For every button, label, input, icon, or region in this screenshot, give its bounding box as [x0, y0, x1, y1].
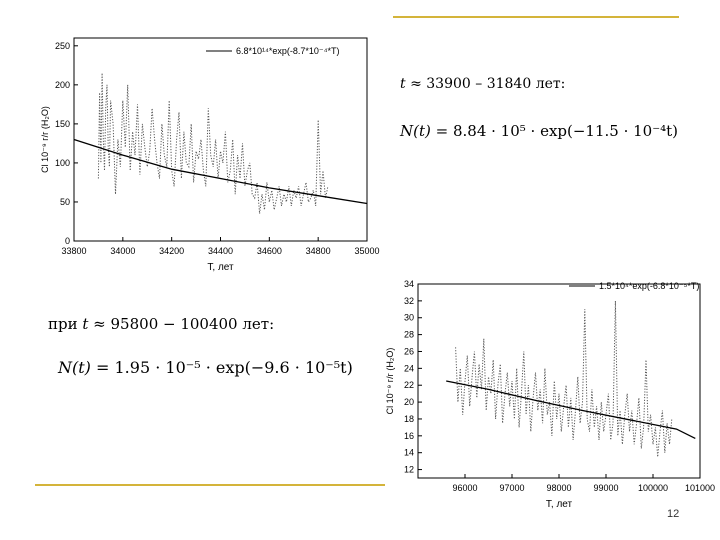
chart1-y-tick-label: 100: [55, 158, 70, 168]
chart2-y-tick-label: 28: [404, 330, 414, 340]
chart1-x-tick-label: 34000: [110, 246, 135, 256]
chart2-y-tick-label: 14: [404, 448, 414, 458]
chart2-y-axis-label: Cl 10⁻⁹ г/г (H₂O): [385, 348, 395, 415]
chart2-series-data: [455, 300, 673, 457]
formula-range-2-prefix: при: [48, 315, 83, 333]
chart1-y-tick-label: 50: [60, 197, 70, 207]
chart1-x-axis-label: T, лет: [207, 262, 234, 273]
chart1-legend-label: 6.8*10¹⁴*exp(-8.7*10⁻⁴*T): [236, 46, 340, 56]
chart2-plot-frame: [417, 283, 701, 479]
formula-fit-1-lhs: N(t) =: [400, 122, 453, 140]
chart2-legend-label: 1.5*10⁴*exp(-6.8*10⁻⁵*T): [599, 281, 699, 291]
chart1-y-tick-label: 200: [55, 80, 70, 90]
chart1-plot-frame: [73, 37, 368, 242]
accent-rule-top: [393, 16, 679, 18]
chart2-y-tick-label: 24: [404, 363, 414, 373]
chart2-y-tick-label: 26: [404, 346, 414, 356]
formula-range-2-t: t ≈: [82, 315, 111, 333]
chart2-fit-curve: [446, 380, 696, 439]
chart1-fit-curve: [73, 138, 368, 205]
chart1-x-tick-label: 34600: [257, 246, 282, 256]
formula-fit-2-rhs: 1.95 · 10⁻⁵ · exp(−9.6 · 10⁻⁵t): [114, 358, 353, 377]
chart2-y-tick-label: 18: [404, 414, 414, 424]
formula-range-1-suffix: лет:: [531, 76, 566, 92]
chart2-x-tick-label: 101000: [685, 483, 715, 493]
chart1-y-tick-label: 0: [65, 236, 70, 246]
chart2-y-tick-label: 22: [404, 380, 414, 390]
page-number: 12: [667, 508, 680, 520]
formula-fit-2-lhs: N(t) =: [58, 358, 115, 377]
formula-range-1-prefix: t ≈: [400, 76, 427, 92]
chart2-x-tick-label: 97000: [499, 483, 524, 493]
chart1-y-axis-label: Cl 10⁻⁹ г/г (H₂O): [40, 106, 50, 173]
chart2-x-tick-label: 96000: [452, 483, 477, 493]
formula-range-2: при t ≈ 95800 − 100400 лет:: [48, 315, 274, 333]
chart2-y-tick-label: 12: [404, 465, 414, 475]
formula-range-2-suffix: лет:: [237, 315, 275, 333]
formula-fit-1: N(t) = 8.84 · 10⁵ · exp(−11.5 · 10⁻⁴t): [400, 122, 678, 140]
chart2-x-tick-label: 98000: [546, 483, 571, 493]
chart1-x-tick-label: 33800: [61, 246, 86, 256]
chart2-y-tick-label: 16: [404, 431, 414, 441]
chart2-y-tick-label: 32: [404, 296, 414, 306]
chart1-x-tick-label: 34800: [306, 246, 331, 256]
chart1-x-tick-label: 34400: [208, 246, 233, 256]
chart2-y-tick-label: 34: [404, 279, 414, 289]
chart1-x-tick-label: 34200: [159, 246, 184, 256]
chart1-y-tick-label: 150: [55, 119, 70, 129]
formula-fit-2: N(t) = 1.95 · 10⁻⁵ · exp(−9.6 · 10⁻⁵t): [58, 358, 353, 377]
chart-chlorine-33800-35000: 33800 34000 34200 34400 34600 34800 35000 0 50 10…: [40, 37, 380, 273]
formula-range-2-value: 95800 − 100400: [110, 315, 238, 333]
chart1-y-tick-label: 250: [55, 41, 70, 51]
chart-chlorine-96000-101000: 96000 97000 98000 99000 100000 101000 12 14 16 18…: [385, 279, 715, 510]
formula-fit-1-rhs: 8.84 · 10⁵ · exp(−11.5 · 10⁻⁴t): [452, 122, 679, 140]
chart2-y-tick-label: 30: [404, 313, 414, 323]
formula-range-1: t ≈ 33900 – 31840 лет:: [400, 76, 565, 92]
chart2-y-tick-label: 20: [404, 397, 414, 407]
chart2-x-tick-label: 99000: [593, 483, 618, 493]
chart1-series-data: [97, 73, 329, 214]
chart1-x-tick-label: 35000: [354, 246, 379, 256]
chart2-x-tick-label: 100000: [638, 483, 668, 493]
formula-range-1-value: 33900 – 31840: [426, 76, 532, 92]
accent-rule-bottom: [35, 484, 385, 486]
chart2-x-axis-label: T, лет: [546, 499, 573, 510]
